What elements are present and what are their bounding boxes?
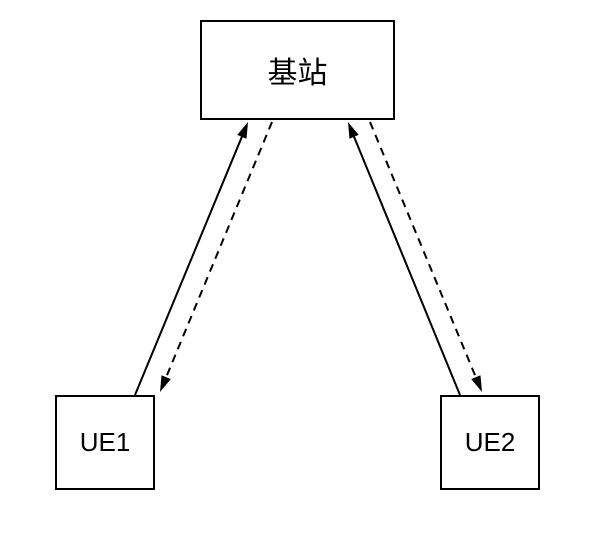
edge-arrowhead-2 — [348, 122, 359, 139]
edge-arrowhead-0 — [237, 122, 248, 139]
edge-line-2 — [353, 135, 460, 395]
node-ue2-label: UE2 — [465, 427, 516, 458]
edge-line-0 — [135, 135, 242, 395]
node-base-station: 基站 — [200, 20, 395, 120]
edge-line-3 — [370, 122, 476, 379]
node-ue1: UE1 — [55, 395, 155, 490]
edge-arrowhead-1 — [160, 375, 171, 392]
node-ue1-label: UE1 — [80, 427, 131, 458]
node-ue2: UE2 — [440, 395, 540, 490]
node-base-station-label: 基站 — [268, 48, 328, 92]
edge-line-1 — [166, 122, 272, 379]
edge-arrowhead-3 — [471, 375, 482, 392]
